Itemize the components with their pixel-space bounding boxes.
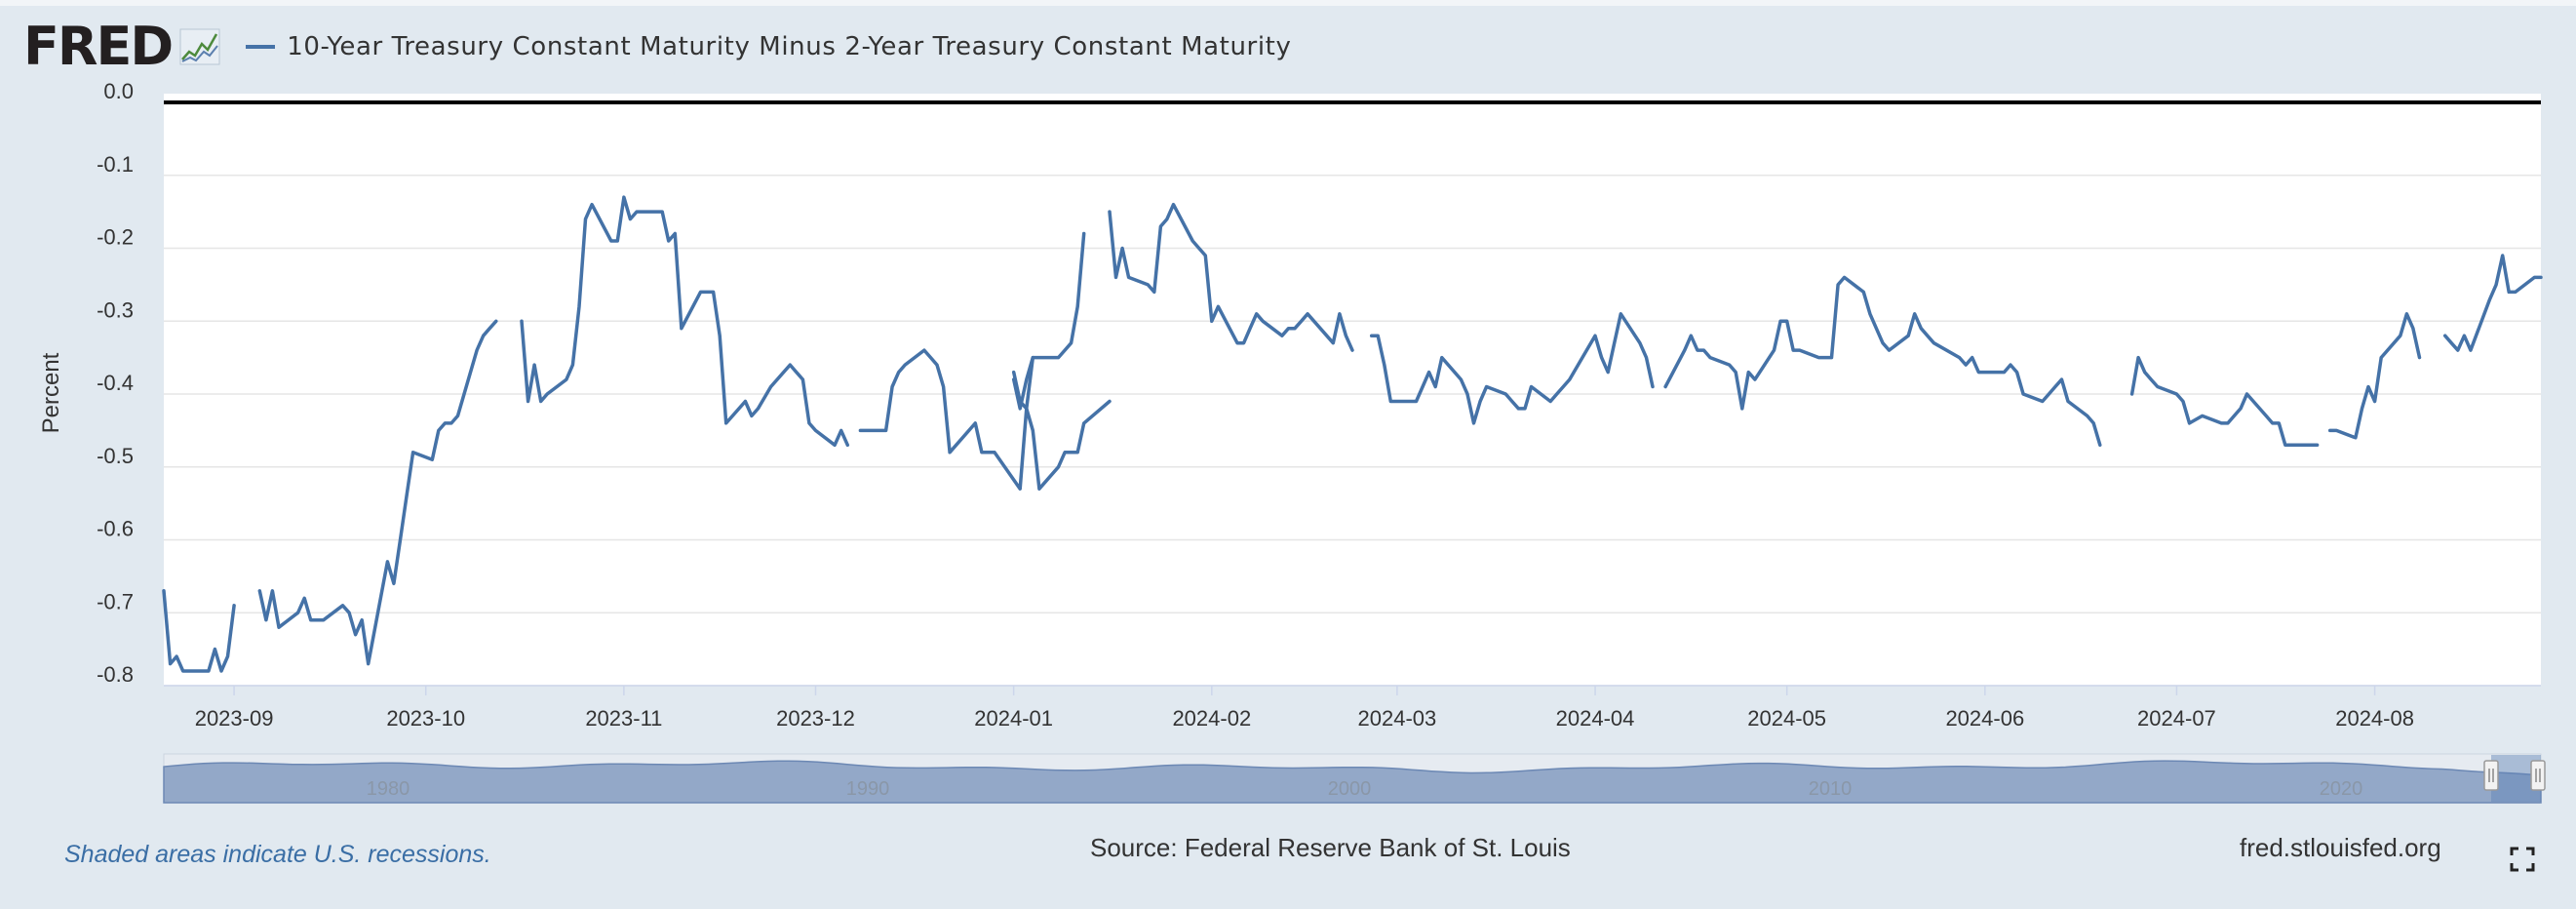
navigator-years: 1980 1990 2000 2010 2020 (367, 778, 2363, 800)
navigator-left-handle[interactable] (2483, 760, 2499, 791)
navigator-year-label: 2000 (1328, 778, 1372, 800)
series-line-segment (1108, 202, 1354, 352)
navigator-year-label: 1980 (367, 778, 410, 800)
legend-swatch (246, 45, 276, 49)
top-strip (0, 0, 2576, 6)
navigator-year-label: 2010 (1809, 778, 1853, 800)
line-chart-icon (179, 28, 220, 65)
series-line-segment (257, 319, 498, 666)
series-line-segment (2129, 355, 2320, 448)
y-tick-label: -0.8 (97, 662, 134, 687)
y-axis-title: Percent (38, 352, 64, 433)
navigator-year-label: 2020 (2320, 778, 2363, 800)
expand-icon[interactable] (2510, 847, 2535, 872)
range-navigator[interactable]: 1980 1990 2000 2010 2020 (163, 753, 2546, 804)
source-text: Source: Federal Reserve Bank of St. Loui… (1090, 833, 1571, 862)
navigator-year-label: 1990 (846, 778, 890, 800)
series-line-segment (2327, 312, 2422, 440)
series-title[interactable]: 10-Year Treasury Constant Maturity Minus… (287, 32, 1292, 61)
x-tick-label: 2024-08 (2335, 706, 2414, 731)
y-axis: 0.0 -0.1 -0.2 -0.3 -0.4 -0.5 -0.6 -0.7 -0.8 (97, 79, 134, 687)
site-link[interactable]: fred.stlouisfed.org (2240, 833, 2441, 862)
x-tick-label: 2023-11 (585, 706, 662, 731)
x-tick-label: 2024-02 (1172, 706, 1251, 731)
y-tick-label: -0.1 (97, 152, 134, 177)
series-line-segment (1011, 231, 1086, 411)
x-tick-label: 2024-04 (1556, 706, 1635, 731)
y-tick-label: -0.3 (97, 297, 134, 322)
series-line-segment (520, 195, 850, 448)
recession-note: Shaded areas indicate U.S. recessions. (64, 841, 491, 868)
series-line-segment (162, 589, 236, 673)
x-tick-label: 2024-06 (1945, 706, 2024, 731)
series-line-segment (1369, 312, 1655, 425)
y-tick-label: -0.6 (97, 517, 134, 541)
fred-logo[interactable]: FRED (23, 16, 174, 77)
y-tick-label: -0.4 (97, 371, 134, 395)
x-tick-label: 2023-09 (195, 706, 274, 731)
x-tick-label: 2023-12 (776, 706, 855, 731)
y-tick-label: 0.0 (103, 79, 134, 103)
series-line-segment (1663, 275, 2102, 448)
series-line-segment (858, 348, 1112, 491)
plot-area (164, 94, 2541, 686)
x-tick-label: 2024-07 (2137, 706, 2216, 731)
y-tick-label: -0.2 (97, 225, 134, 250)
series-line-segment (2442, 254, 2543, 352)
y-tick-label: -0.7 (97, 589, 134, 613)
series-lines (162, 195, 2543, 673)
chart-header: FRED 10-Year Treasury Constant Maturity … (23, 20, 1291, 74)
x-tick-label: 2024-05 (1747, 706, 1826, 731)
x-tick-label: 2024-03 (1358, 706, 1437, 731)
x-axis: 2023-09 2023-10 2023-11 2023-12 2024-01 2024-… (164, 685, 2541, 731)
navigator-right-handle[interactable] (2530, 760, 2546, 791)
x-tick-label: 2023-10 (386, 706, 465, 731)
y-tick-label: -0.5 (97, 444, 134, 468)
x-tick-label: 2024-01 (974, 706, 1053, 731)
navigator-area (163, 760, 2542, 804)
